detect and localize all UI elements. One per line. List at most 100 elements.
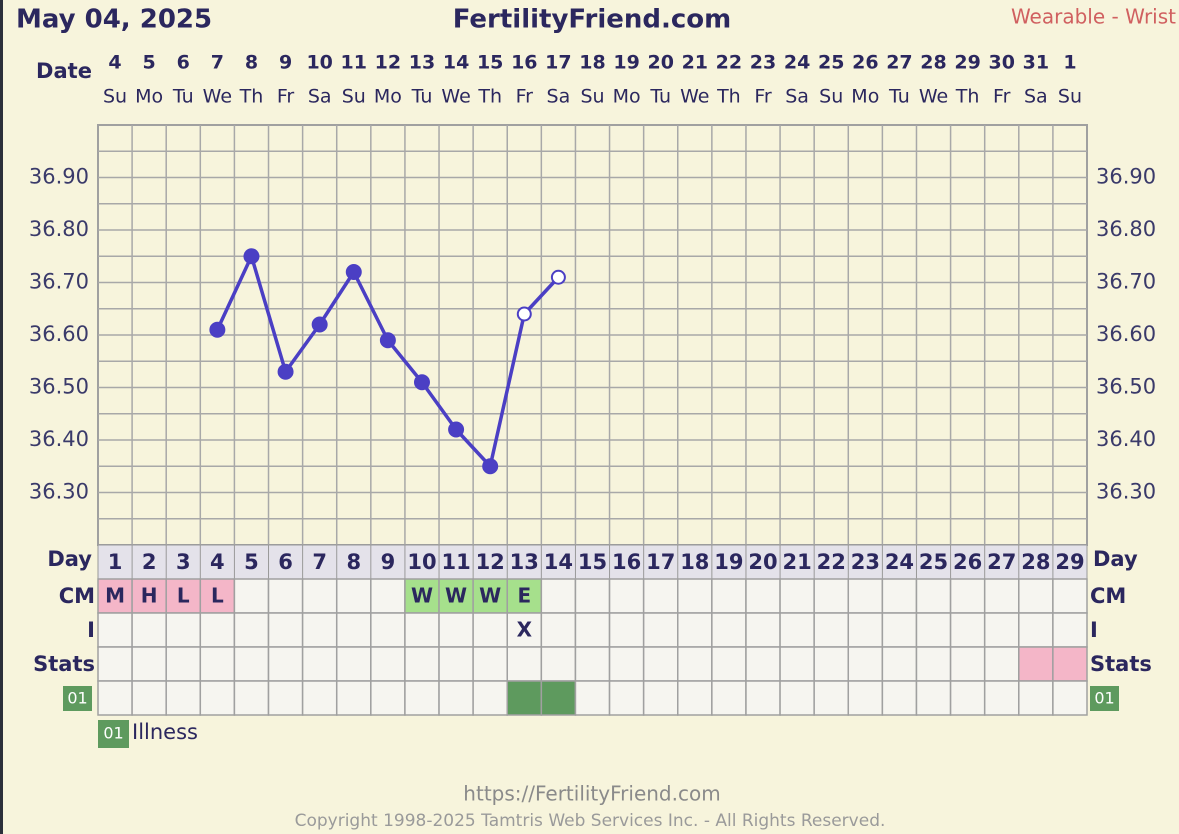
row-cell <box>335 680 372 716</box>
row-cell <box>608 680 645 716</box>
temp-point <box>413 374 430 391</box>
row-cell <box>301 646 338 682</box>
y-tick-label: 36.80 <box>29 217 89 241</box>
row-cell <box>949 578 986 614</box>
row-cell <box>131 578 167 614</box>
row-cell <box>540 646 577 682</box>
row-cell <box>813 646 850 682</box>
row-cell <box>677 646 713 682</box>
date-number: 29 <box>954 52 980 74</box>
day-number: 13 <box>510 550 539 574</box>
day-number: 4 <box>210 550 225 574</box>
row-label: I <box>87 618 95 642</box>
row-cell <box>915 578 952 614</box>
date-number: 11 <box>341 52 367 74</box>
row-cell <box>438 680 474 716</box>
date-number: 18 <box>579 52 605 74</box>
row-cell <box>131 646 167 682</box>
weekday: Su <box>1058 86 1082 108</box>
row-cell <box>506 646 543 682</box>
date-number: 8 <box>245 52 258 74</box>
day-number: 14 <box>544 550 573 574</box>
day-number: 24 <box>885 550 914 574</box>
row-cell <box>233 612 270 648</box>
weekday: Th <box>239 86 264 108</box>
weekday: Su <box>103 86 127 108</box>
row-cell <box>711 680 747 716</box>
row-cell <box>677 578 713 614</box>
date-number: 24 <box>784 52 810 74</box>
day-number: 1 <box>108 550 123 574</box>
row-cell <box>370 646 406 682</box>
weekday: Th <box>716 86 741 108</box>
weekday: We <box>203 86 232 108</box>
row-cell <box>915 646 952 682</box>
row-cell <box>574 646 611 682</box>
day-label: Day <box>47 547 92 571</box>
day-number: 2 <box>142 550 157 574</box>
weekday: Su <box>580 86 604 108</box>
day-number: 22 <box>817 550 846 574</box>
row-cell <box>745 612 781 648</box>
temp-point <box>482 458 499 475</box>
row-cell <box>915 612 952 648</box>
row-cell <box>335 646 372 682</box>
day-number: 18 <box>680 550 709 574</box>
row-cell <box>915 680 952 716</box>
row-cell <box>949 680 986 716</box>
day-label: Day <box>1093 547 1138 571</box>
row-cell <box>881 612 918 648</box>
date-number: 27 <box>886 52 912 74</box>
date-number: 14 <box>443 52 469 74</box>
weekday: Fr <box>993 86 1011 108</box>
date-number: 22 <box>716 52 742 74</box>
row-cell <box>1052 646 1088 682</box>
date-number: 5 <box>143 52 156 74</box>
date-number: 23 <box>750 52 776 74</box>
weekday: Fr <box>277 86 295 108</box>
day-number: 19 <box>714 550 743 574</box>
row-cell <box>540 578 577 614</box>
site-title: FertilityFriend.com <box>453 5 732 35</box>
weekday: Th <box>955 86 980 108</box>
y-tick-label: 36.50 <box>29 375 89 399</box>
y-tick-label: 36.80 <box>1096 217 1156 241</box>
row-cell <box>1052 680 1088 716</box>
row-cell <box>983 680 1020 716</box>
row-cell <box>540 680 577 716</box>
row-cell <box>404 680 440 716</box>
row-code: 01 <box>67 689 87 708</box>
row-cell <box>779 578 815 614</box>
weekday: Tu <box>411 86 433 108</box>
row-cell <box>745 680 781 716</box>
row-cell <box>1018 578 1054 614</box>
row-cell <box>335 612 372 648</box>
weekday: We <box>680 86 709 108</box>
row-cell <box>779 612 815 648</box>
row-cell <box>813 612 850 648</box>
temp-source: Wearable - Wrist <box>1011 5 1176 29</box>
row-cell <box>881 680 918 716</box>
day-number: 20 <box>748 550 777 574</box>
row-label: Stats <box>1090 652 1152 676</box>
row-cell <box>847 578 884 614</box>
row-cell <box>983 612 1020 648</box>
weekday: Th <box>477 86 502 108</box>
row-cell <box>745 578 781 614</box>
copyright: Copyright 1998-2025 Tamtris Web Services… <box>295 811 886 831</box>
legend-code: 01 <box>103 724 123 743</box>
day-number: 21 <box>783 550 812 574</box>
row-cell <box>472 612 508 648</box>
date-number: 30 <box>989 52 1015 74</box>
row-cell <box>813 578 850 614</box>
y-tick-label: 36.90 <box>29 165 89 189</box>
cell-text: L <box>177 584 190 608</box>
row-cell <box>267 612 304 648</box>
row-cell <box>847 612 884 648</box>
row-cell <box>370 578 406 614</box>
row-cell <box>881 578 918 614</box>
row-cell <box>301 680 338 716</box>
row-cell <box>131 612 167 648</box>
row-cell <box>847 680 884 716</box>
date-number: 7 <box>211 52 224 74</box>
